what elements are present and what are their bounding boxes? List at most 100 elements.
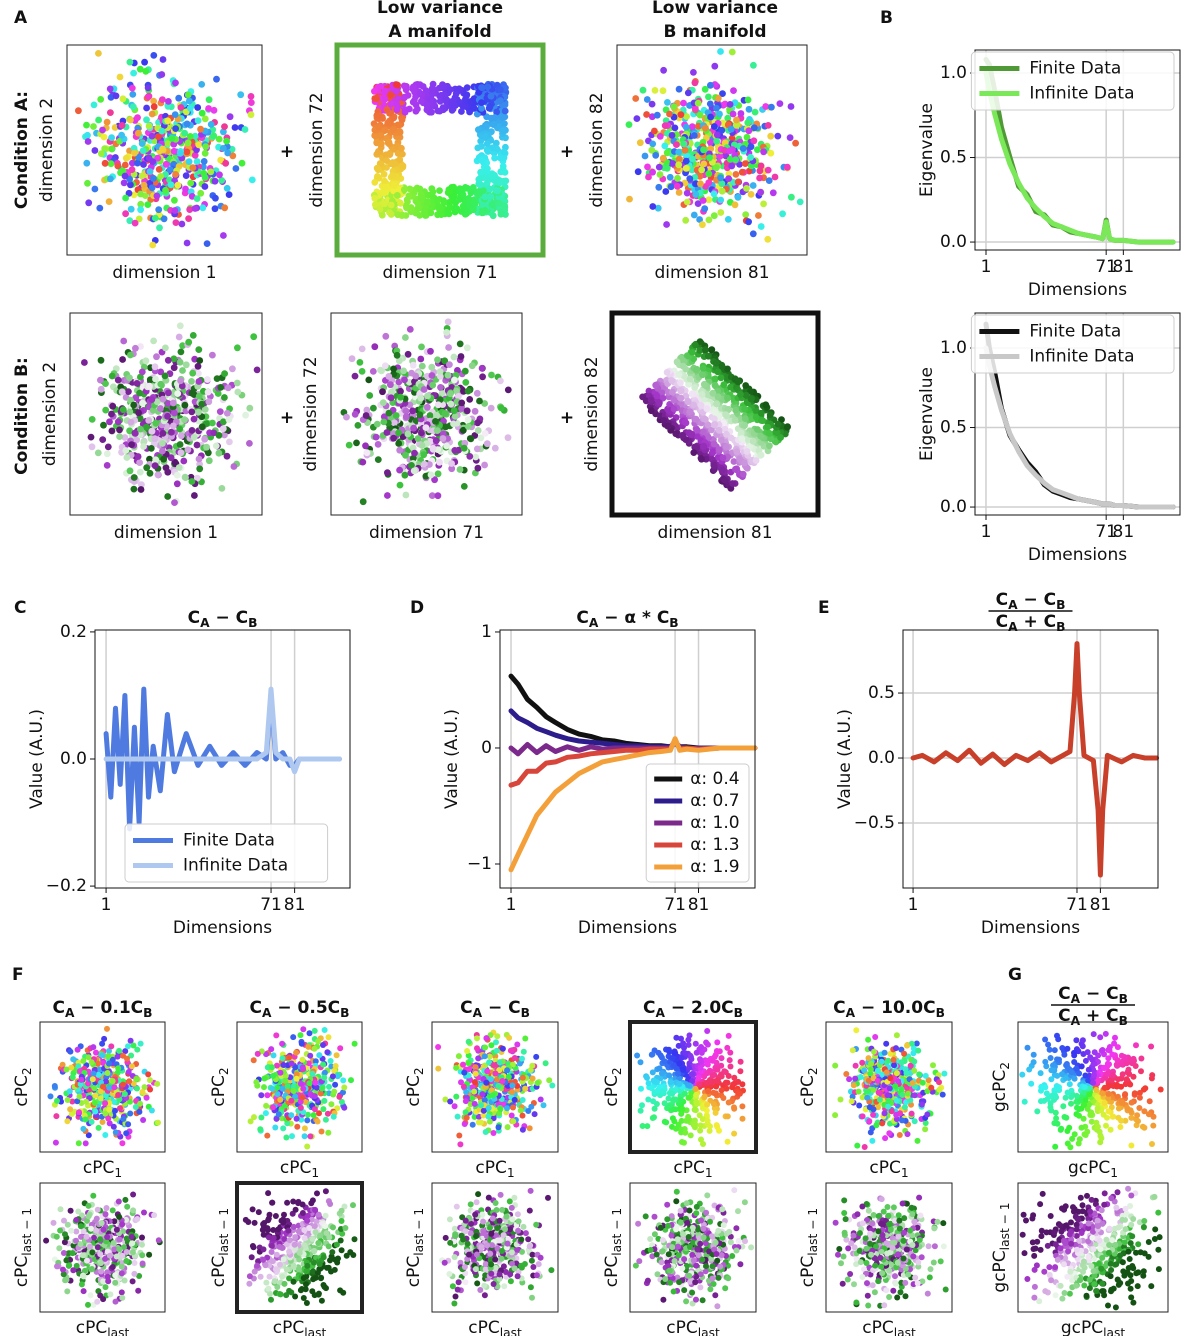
scatter-point — [744, 119, 752, 126]
scatter-point — [122, 154, 130, 162]
scatter-point — [126, 408, 134, 416]
scatter-point — [743, 185, 750, 192]
scatter-point — [464, 416, 472, 424]
scatter-point — [489, 212, 497, 220]
scatter-point — [123, 1258, 130, 1264]
scatter-point — [728, 48, 736, 56]
legend-label: α: 1.0 — [690, 813, 739, 833]
scatter-point — [498, 113, 506, 121]
x-axis-label: dimension 81 — [654, 263, 769, 283]
scatter-point — [477, 168, 484, 176]
scatter-point — [737, 110, 745, 117]
scatter-point — [176, 425, 184, 433]
scatter-point — [464, 423, 472, 430]
scatter-point — [202, 143, 210, 151]
scatter-point — [130, 401, 138, 409]
scatter-point — [391, 419, 398, 427]
scatter-point — [118, 122, 126, 129]
scatter-point — [481, 207, 489, 214]
scatter-point — [483, 140, 491, 148]
scatter-point — [88, 1059, 95, 1066]
scatter-point — [717, 209, 725, 216]
scatter-point — [80, 1125, 87, 1132]
scatter-point — [151, 214, 159, 222]
title-numerator-part: B — [1056, 598, 1065, 612]
scatter-point — [114, 162, 122, 170]
scatter-cloud — [625, 48, 804, 243]
scatter-point — [201, 435, 209, 443]
scatter-point — [195, 392, 203, 400]
scatter-point — [320, 1106, 327, 1113]
scatter-point — [713, 104, 720, 112]
scatter-point — [362, 442, 369, 450]
scatter-point — [468, 362, 476, 370]
scatter-point — [120, 337, 128, 345]
scatter-point — [474, 464, 482, 472]
scatter-point — [389, 126, 397, 134]
scatter-point — [109, 1207, 116, 1214]
scatter-point — [107, 175, 114, 183]
scatter-point — [129, 1278, 136, 1285]
scatter-point — [705, 93, 712, 101]
scatter-point — [739, 470, 747, 478]
title-numerator: CA − CB — [996, 590, 1066, 612]
y-tick-label: 1.0 — [940, 338, 967, 358]
scatter-point — [104, 443, 112, 451]
scatter-point — [434, 470, 442, 478]
scatter-point — [51, 1083, 58, 1089]
x-axis-label: cPClast — [76, 1318, 130, 1336]
scatter-point — [186, 104, 194, 112]
scatter-point — [190, 415, 198, 423]
x-tick-label: 81 — [1113, 522, 1135, 542]
scatter-point — [484, 165, 491, 173]
scatter-point — [221, 204, 229, 212]
scatter-point — [684, 89, 692, 97]
scatter-point — [152, 375, 159, 383]
scatter-point — [253, 366, 261, 374]
scatter-point — [95, 1124, 102, 1131]
scatter-point — [693, 365, 701, 373]
x-tick-label: 1 — [101, 895, 112, 915]
scatter-point — [84, 1257, 90, 1264]
legend-label: Infinite Data — [1029, 84, 1134, 104]
scatter-point — [263, 1102, 270, 1109]
y-axis-label-part: last − 1 — [20, 1208, 34, 1256]
scatter-point — [451, 447, 459, 454]
scatter-point — [151, 363, 159, 371]
scatter-point — [141, 58, 149, 66]
scatter-point — [111, 1084, 118, 1091]
scatter-point — [351, 372, 359, 380]
scatter-point — [108, 145, 116, 153]
scatter-point — [175, 94, 183, 102]
scatter-point — [94, 1206, 101, 1213]
scatter-point — [178, 432, 185, 440]
scatter-point — [401, 471, 409, 479]
scatter-point — [796, 198, 804, 206]
scatter-point — [466, 435, 474, 442]
scatter-point — [136, 459, 144, 466]
scatter-point — [424, 403, 431, 411]
scatter-point — [734, 178, 742, 186]
scatter-point — [440, 83, 448, 90]
scatter-point — [148, 396, 156, 403]
scatter-point — [167, 181, 175, 189]
x-axis-label-part: 1 — [114, 1166, 122, 1180]
scatter-point — [83, 121, 90, 129]
scatter-point — [459, 102, 467, 110]
scatter-point — [501, 169, 509, 176]
scatter-point — [201, 174, 209, 181]
scatter-point — [126, 467, 134, 475]
scatter-point — [392, 412, 400, 419]
scatter-point — [135, 1287, 142, 1294]
x-tick-label: 81 — [1113, 257, 1135, 277]
scatter-point — [97, 385, 105, 393]
y-tick-label: 0.0 — [940, 232, 967, 252]
scatter-point — [358, 368, 366, 375]
scatter-point — [395, 440, 403, 447]
scatter-point — [159, 145, 166, 153]
scatter-point — [304, 1117, 311, 1124]
scatter-point — [764, 423, 772, 431]
scatter-point — [76, 1093, 83, 1100]
scatter-point — [119, 1294, 126, 1301]
scatter-point — [116, 73, 124, 81]
